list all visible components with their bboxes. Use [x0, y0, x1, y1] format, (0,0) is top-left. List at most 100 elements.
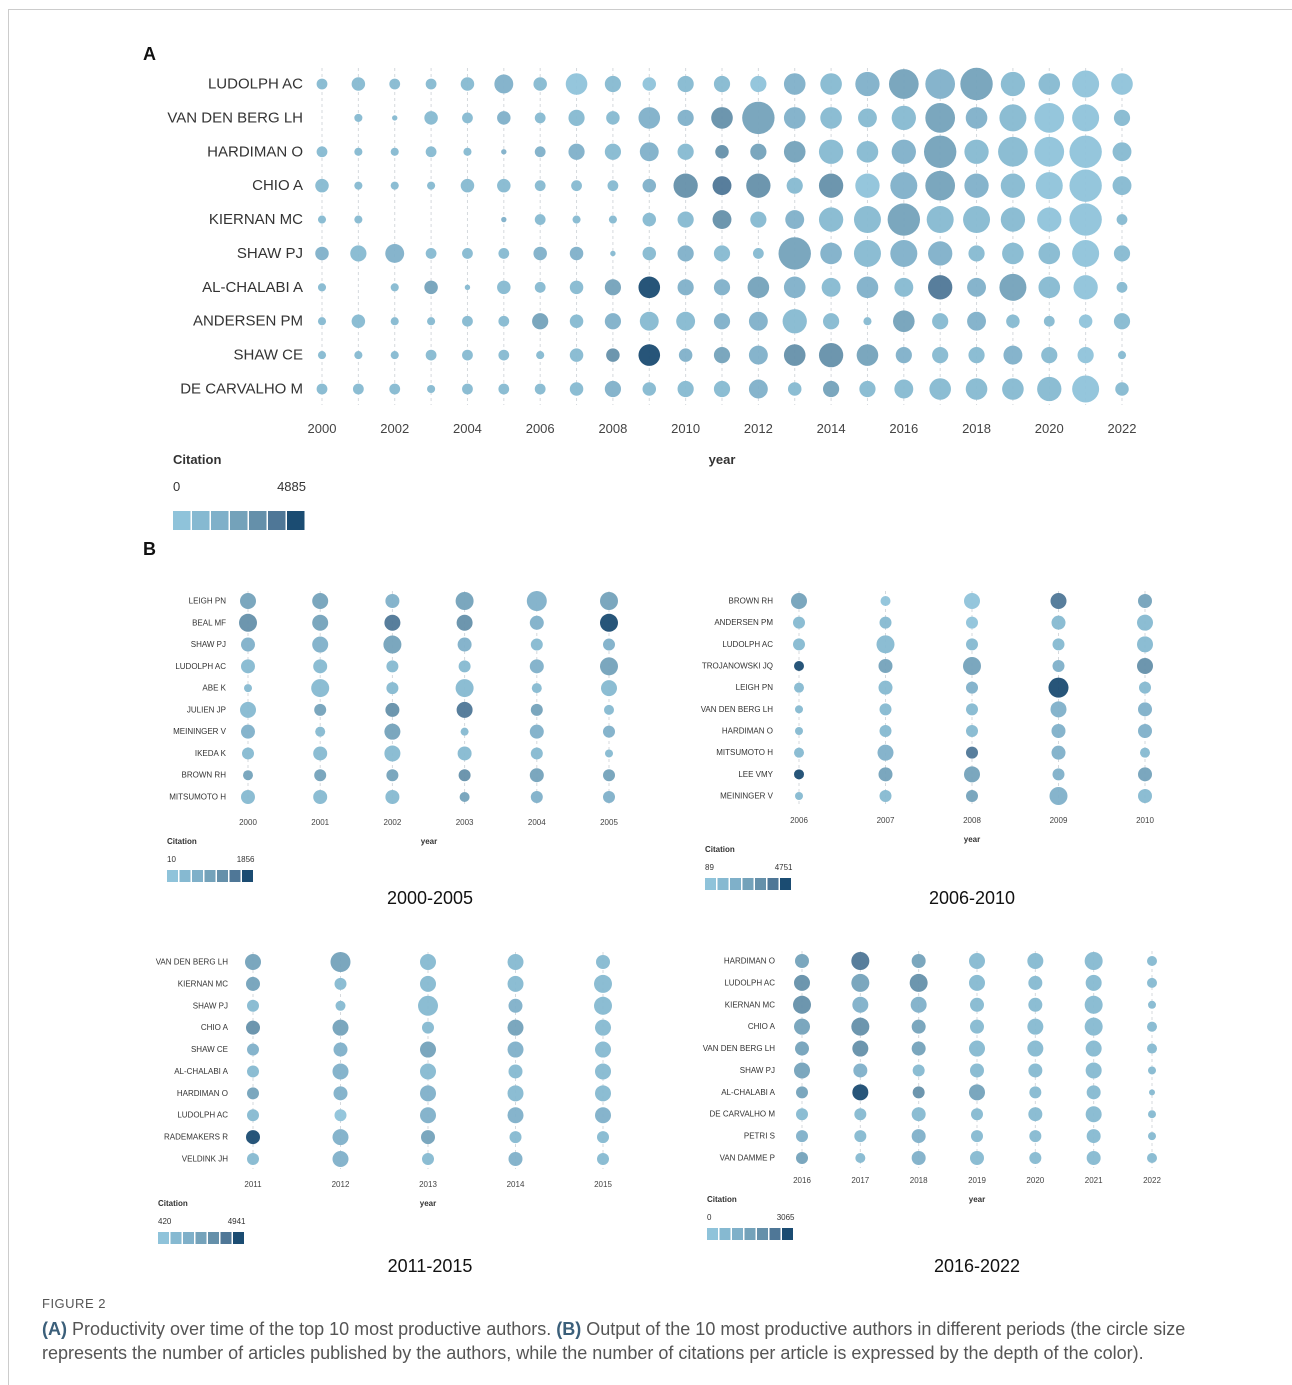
bubble-point: [497, 280, 511, 295]
bubble-point: [604, 279, 622, 296]
bubble-point: [425, 146, 437, 158]
legend-swatch: [732, 1228, 743, 1240]
bubble-point: [420, 1085, 436, 1102]
author-label: ANDERSEN PM: [193, 313, 303, 330]
bubble-point: [605, 749, 613, 758]
bubble-point: [455, 679, 474, 698]
bubble-point: [390, 147, 399, 156]
bubble-point: [855, 173, 880, 198]
bubble-point: [243, 770, 253, 781]
bubble-point: [247, 1043, 259, 1056]
bubble-point: [335, 1000, 346, 1011]
bubble-point: [1002, 242, 1024, 265]
bubble-point: [855, 1153, 866, 1163]
bubble-point: [456, 614, 473, 631]
bubble-point: [536, 351, 545, 360]
bubble-point: [458, 769, 471, 782]
bubble-point: [572, 215, 581, 224]
x-tick-label: 2018: [962, 421, 991, 436]
bubble-point: [463, 147, 472, 156]
bubble-point: [457, 746, 472, 761]
bubble-point: [595, 1085, 611, 1102]
bubble-point: [853, 206, 881, 234]
bubble-point: [568, 143, 585, 160]
bubble-point: [529, 724, 544, 739]
bubble-point: [796, 1152, 808, 1164]
bubble-point: [929, 378, 951, 400]
bubble-point: [569, 382, 584, 396]
bubble-point: [354, 113, 363, 122]
x-axis-label: year: [421, 837, 437, 846]
x-tick-label: 2012: [332, 1180, 350, 1189]
bubble-point: [1002, 378, 1024, 400]
x-tick-label: 2019: [968, 1176, 986, 1185]
bubble-point: [888, 69, 919, 99]
bubble-point: [530, 747, 543, 760]
bubble-point: [530, 791, 543, 803]
bubble-point: [390, 181, 399, 190]
bubble-point: [462, 315, 473, 327]
bubble-point: [1138, 724, 1152, 738]
bubble-point: [352, 383, 364, 395]
bubble-point: [1138, 767, 1152, 782]
bubble-point: [879, 616, 892, 629]
bubble-point: [333, 1086, 348, 1101]
bubble-point: [608, 215, 617, 224]
legend-swatch: [208, 1232, 219, 1244]
author-label: KIERNAN MC: [209, 211, 303, 228]
bubble-point: [794, 682, 804, 693]
bubble-point: [600, 657, 618, 676]
bubble-point: [603, 769, 615, 782]
bubble-point: [853, 1063, 868, 1078]
bubble-point: [1034, 136, 1065, 167]
bubble-point: [795, 954, 809, 968]
author-label: DE CARVALHO M: [180, 381, 303, 398]
bubble-point: [1078, 314, 1093, 328]
bubble-point: [246, 1020, 260, 1035]
period-label: 2016-2022: [934, 1256, 1020, 1276]
legend-max: 4751: [775, 863, 793, 872]
author-label: LEIGH PN: [736, 683, 774, 692]
bubble-point: [911, 1041, 926, 1056]
bubble-point: [1037, 376, 1062, 402]
bubble-point: [818, 139, 844, 164]
bubble-point: [1028, 1063, 1043, 1078]
bubble-point: [1084, 952, 1103, 970]
legend-title: Citation: [158, 1199, 188, 1208]
bubble-point: [928, 275, 953, 300]
bubble-point: [464, 284, 471, 291]
bubble-point: [1048, 677, 1069, 698]
bubble-point: [508, 1152, 523, 1166]
bubble-point: [1085, 1062, 1102, 1079]
author-label: LUDOLPH AC: [177, 1111, 228, 1120]
bubble-point: [859, 380, 876, 398]
panel-b-chart-2006-2010: BROWN RH ANDERSEN PM LUDOLPH AC TROJANOWSKI…: [701, 591, 1154, 908]
author-label: AL-CHALABI A: [202, 279, 303, 296]
bubble-point: [851, 1017, 870, 1036]
bubble-point: [794, 1018, 810, 1035]
bubble-point: [1137, 614, 1153, 631]
author-label: PETRI S: [744, 1132, 775, 1141]
bubble-point: [715, 145, 729, 159]
bubble-point: [969, 974, 985, 991]
author-label: JULIEN JP: [187, 705, 226, 714]
author-label: VAN DEN BERG LH: [167, 109, 303, 126]
bubble-point: [390, 283, 399, 292]
bubble-point: [968, 347, 985, 364]
bubble-point: [530, 703, 543, 716]
bubble-point: [750, 75, 767, 93]
author-label: HARDIMAN O: [177, 1089, 228, 1098]
bubble-point: [1034, 103, 1065, 133]
x-tick-label: 2000: [308, 421, 337, 436]
author-label: ANDERSEN PM: [714, 618, 773, 627]
bubble-point: [507, 975, 524, 992]
bubble-point: [462, 248, 473, 259]
bubble-point: [494, 74, 514, 94]
legend-swatch: [233, 1232, 244, 1244]
bubble-point: [386, 682, 399, 695]
bubble-point: [1148, 1110, 1156, 1119]
bubble-point: [460, 178, 475, 193]
bubble-point: [312, 593, 329, 609]
bubble-point: [247, 999, 259, 1012]
legend-swatch: [183, 1232, 194, 1244]
